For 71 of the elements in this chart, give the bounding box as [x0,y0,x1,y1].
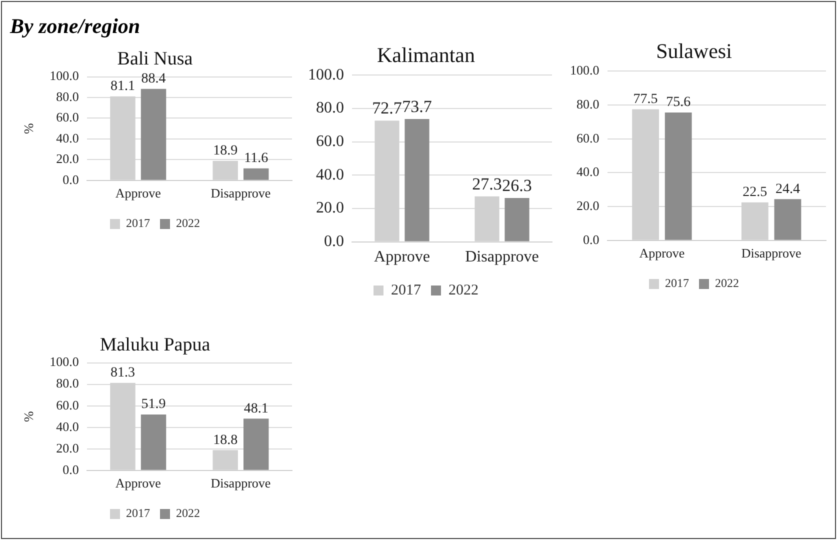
y-tick-label: 0.0 [62,172,79,187]
y-tick-label: 80.0 [576,96,600,112]
y-tick-label: 60.0 [56,397,79,412]
data-label: 77.5 [633,92,658,107]
data-label: 51.9 [141,397,166,412]
legend-label: 2022 [715,276,739,290]
data-label: 81.3 [110,366,135,381]
y-tick-label: 20.0 [316,200,344,217]
bar [243,418,269,470]
legend-label: 2017 [126,216,150,230]
x-tick-label: Disapprove [741,246,802,261]
bar [140,414,166,470]
y-axis-title: % [21,123,36,134]
data-label: 18.9 [213,143,238,158]
y-tick-label: 40.0 [56,130,79,146]
data-label: 26.3 [502,176,532,195]
y-tick-label: 0.0 [583,232,600,247]
y-tick-label: 0.0 [324,233,344,250]
x-tick-label: Approve [115,476,162,491]
x-tick-label: Approve [374,248,430,266]
bar [664,112,692,240]
y-tick-label: 0.0 [62,462,79,477]
data-label: 48.1 [244,401,268,416]
data-label: 27.3 [472,174,502,194]
legend-label: 2017 [391,282,422,298]
legend-label: 2017 [126,506,150,520]
x-tick-label: Approve [639,246,685,261]
y-tick-label: 40.0 [576,164,600,180]
data-label: 24.4 [775,182,800,197]
data-label: 18.8 [213,432,238,448]
bar [504,198,530,242]
y-tick-label: 100.0 [570,62,600,78]
x-tick-label: Disapprove [465,248,539,266]
y-tick-label: 40.0 [56,418,79,434]
data-label: 22.5 [742,185,768,200]
data-label: 75.6 [666,95,691,110]
chart-title: Kalimantan [377,43,476,68]
bar [140,88,166,180]
data-label: 11.6 [244,151,268,166]
y-tick-label: 100.0 [50,354,79,370]
bar [243,168,269,180]
y-tick-label: 100.0 [50,68,79,84]
x-tick-label: Disapprove [210,476,271,491]
bar [404,119,430,242]
y-tick-label: 60.0 [56,110,79,125]
data-label: 72.7 [372,98,402,118]
chart-title: Bali Nusa [117,48,194,70]
y-tick-label: 20.0 [56,151,79,166]
chart-title: Maluku Papua [100,334,211,356]
legend-label: 2022 [176,216,200,230]
chart-title: Sulawesi [656,39,732,64]
y-tick-label: 100.0 [308,66,344,84]
data-label: 73.7 [402,96,432,116]
x-tick-label: Approve [115,186,162,201]
data-label: 88.4 [141,71,166,86]
legend-label: 2017 [665,276,689,290]
y-tick-label: 60.0 [316,133,344,150]
x-tick-label: Disapprove [210,186,271,201]
y-tick-label: 80.0 [56,88,79,104]
bar [774,199,802,240]
data-label: 81.1 [110,79,135,94]
y-tick-label: 20.0 [56,440,79,456]
legend-label: 2022 [176,506,200,520]
y-tick-label: 80.0 [316,100,344,117]
y-tick-label: 80.0 [56,376,79,391]
legend-label: 2022 [448,282,478,298]
y-tick-label: 20.0 [576,198,600,213]
y-tick-label: 40.0 [316,166,344,184]
text: By zone/region [10,14,140,39]
y-tick-label: 60.0 [576,130,600,146]
y-axis-title: % [21,411,36,422]
